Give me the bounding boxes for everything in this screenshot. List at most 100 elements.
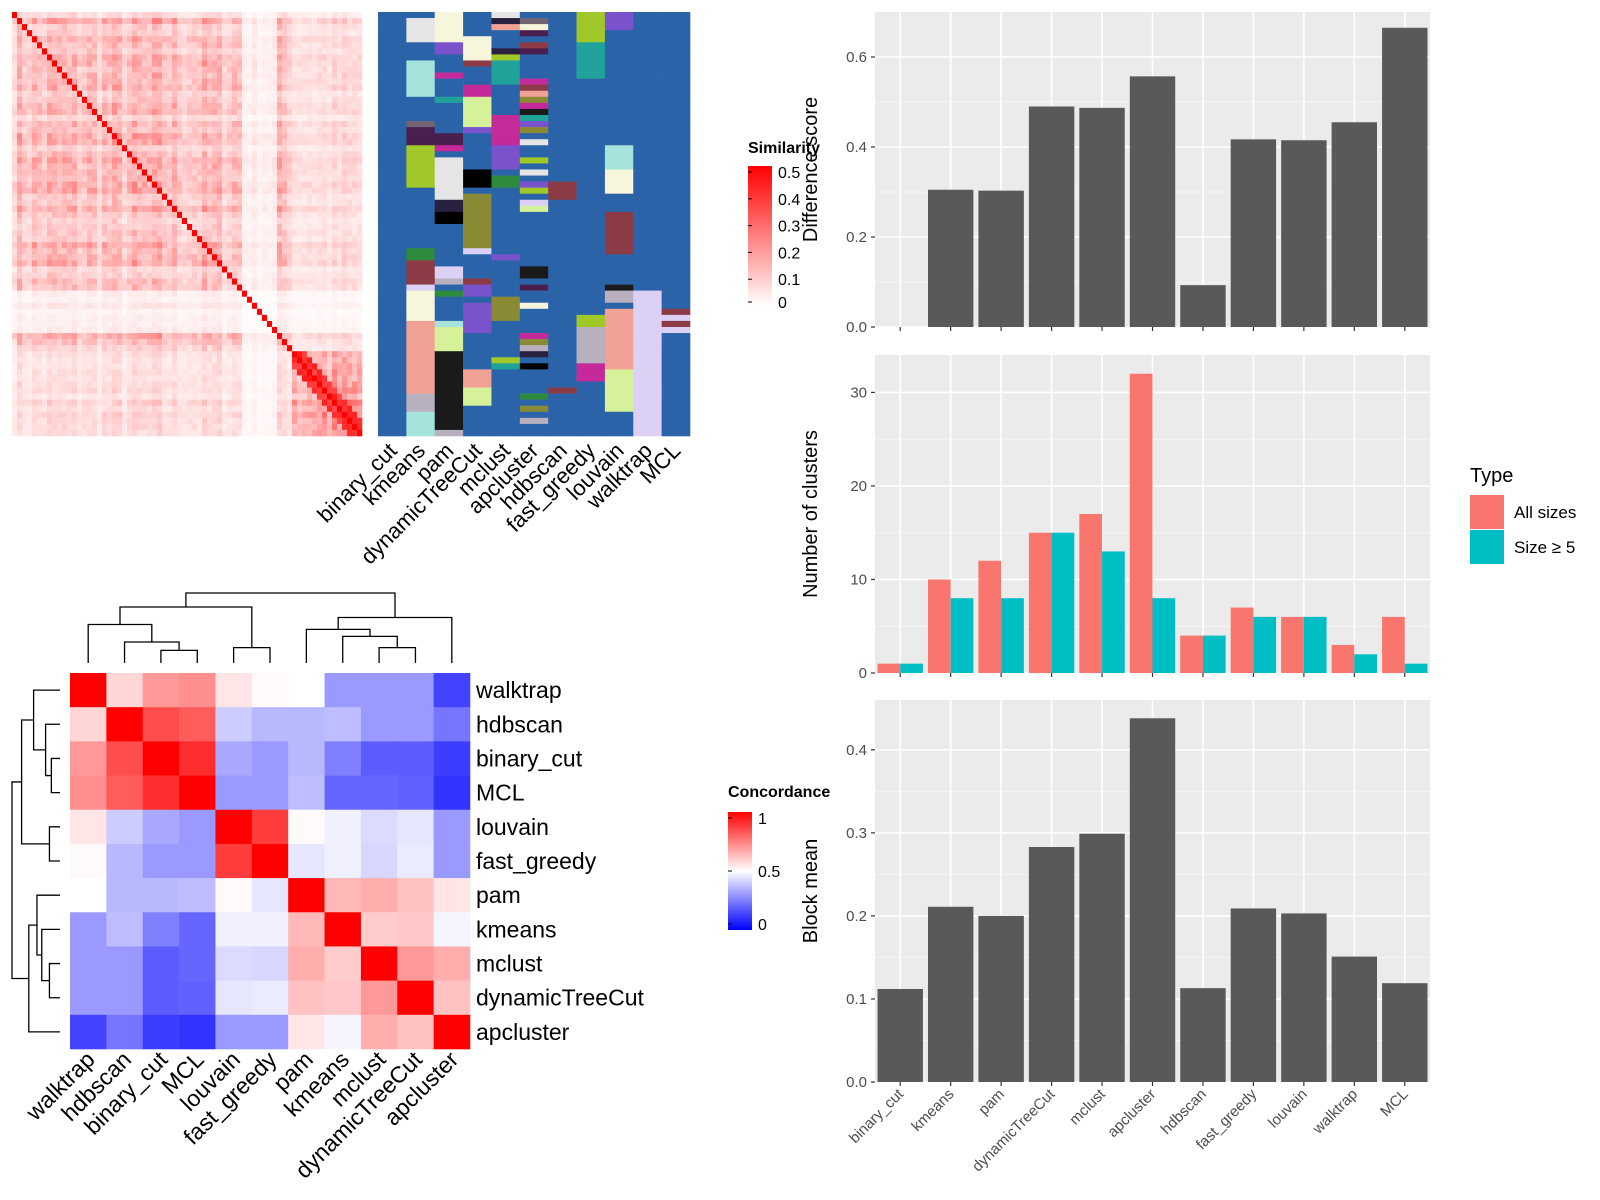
similarity-cell [37, 127, 43, 134]
similarity-cell [317, 48, 323, 55]
similarity-cell [262, 193, 268, 201]
similarity-cell [332, 423, 338, 431]
similarity-cell [157, 266, 163, 273]
similarity-cell [272, 405, 278, 413]
similarity-cell [247, 169, 253, 176]
similarity-cell [42, 375, 48, 382]
similarity-cell [87, 133, 93, 140]
similarity-cell [342, 102, 348, 110]
similarity-cell [47, 417, 53, 425]
similarity-cell [302, 266, 308, 273]
similarity-cell [322, 405, 328, 413]
similarity-cell [227, 114, 233, 122]
similarity-cell [242, 187, 248, 195]
similarity-cell [152, 60, 158, 67]
similarity-cell [207, 66, 213, 73]
similarity-cell [177, 42, 183, 49]
similarity-cell [277, 333, 283, 340]
similarity-cell [147, 351, 153, 358]
similarity-cell [202, 369, 208, 376]
similarity-cell [162, 217, 168, 225]
similarity-cell [157, 145, 163, 152]
similarity-cell [187, 393, 193, 400]
similarity-cell [347, 30, 353, 37]
similarity-cell [137, 96, 143, 104]
similarity-cell [72, 127, 78, 134]
similarity-cell [82, 54, 88, 61]
similarity-cell [57, 405, 63, 413]
similarity-cell [32, 157, 38, 164]
similarity-cell [302, 230, 308, 237]
similarity-cell [332, 145, 338, 152]
similarity-cell [37, 260, 43, 267]
similarity-cell [257, 169, 263, 176]
similarity-cell [222, 48, 228, 55]
similarity-cell [302, 181, 308, 188]
similarity-cell [62, 66, 68, 73]
similarity-cell [247, 423, 253, 431]
similarity-cell [237, 139, 243, 146]
similarity-cell [332, 290, 338, 297]
similarity-cell [62, 345, 68, 352]
similarity-cell [112, 272, 118, 279]
similarity-cell [332, 417, 338, 425]
similarity-cell [47, 60, 53, 67]
similarity-cell [127, 375, 133, 382]
similarity-cell [112, 242, 118, 249]
similarity-cell [117, 217, 123, 225]
similarity-cell [182, 411, 188, 419]
similarity-cell [217, 90, 223, 98]
similarity-cell [182, 108, 188, 116]
similarity-cell [192, 175, 198, 182]
similarity-cell [307, 320, 313, 328]
similarity-cell [207, 114, 213, 122]
similarity-cell [87, 30, 93, 37]
similarity-cell [302, 151, 308, 158]
similarity-cell [312, 90, 318, 98]
similarity-cell [12, 66, 18, 73]
similarity-cell [172, 199, 178, 207]
similarity-cell [352, 199, 358, 207]
similarity-cell [252, 211, 258, 219]
similarity-cell [87, 278, 93, 285]
similarity-cell [147, 72, 153, 79]
similarity-cell [102, 345, 108, 352]
similarity-cell [202, 145, 208, 152]
similarity-cell [62, 236, 68, 243]
similarity-cell [237, 217, 243, 225]
similarity-cell [327, 72, 333, 79]
similarity-cell [12, 193, 18, 201]
similarity-cell [117, 66, 123, 73]
similarity-cell [137, 357, 143, 364]
similarity-cell [132, 84, 138, 92]
similarity-cell [162, 72, 168, 79]
similarity-cell [287, 151, 293, 158]
similarity-cell [297, 181, 303, 188]
similarity-cell [92, 272, 98, 279]
similarity-cell [22, 169, 28, 176]
similarity-cell [152, 127, 158, 134]
similarity-cell [232, 242, 238, 249]
similarity-cell [177, 121, 183, 128]
similarity-cell [37, 108, 43, 116]
similarity-cell [337, 314, 343, 322]
similarity-cell [102, 248, 108, 255]
similarity-cell [62, 36, 68, 43]
similarity-cell [107, 411, 113, 419]
similarity-cell [242, 181, 248, 188]
similarity-cell [327, 248, 333, 255]
similarity-cell [272, 205, 278, 213]
similarity-cell [297, 254, 303, 261]
similarity-cell [227, 108, 233, 116]
similarity-cell [332, 12, 338, 19]
similarity-cell [292, 387, 298, 394]
similarity-cell [57, 84, 63, 92]
similarity-cell [27, 272, 33, 279]
similarity-cell [57, 48, 63, 55]
similarity-cell [232, 296, 238, 304]
similarity-cell [22, 333, 28, 340]
similarity-cell [87, 429, 93, 437]
similarity-cell [147, 54, 153, 61]
similarity-cell [17, 175, 23, 182]
similarity-cell [287, 381, 293, 388]
